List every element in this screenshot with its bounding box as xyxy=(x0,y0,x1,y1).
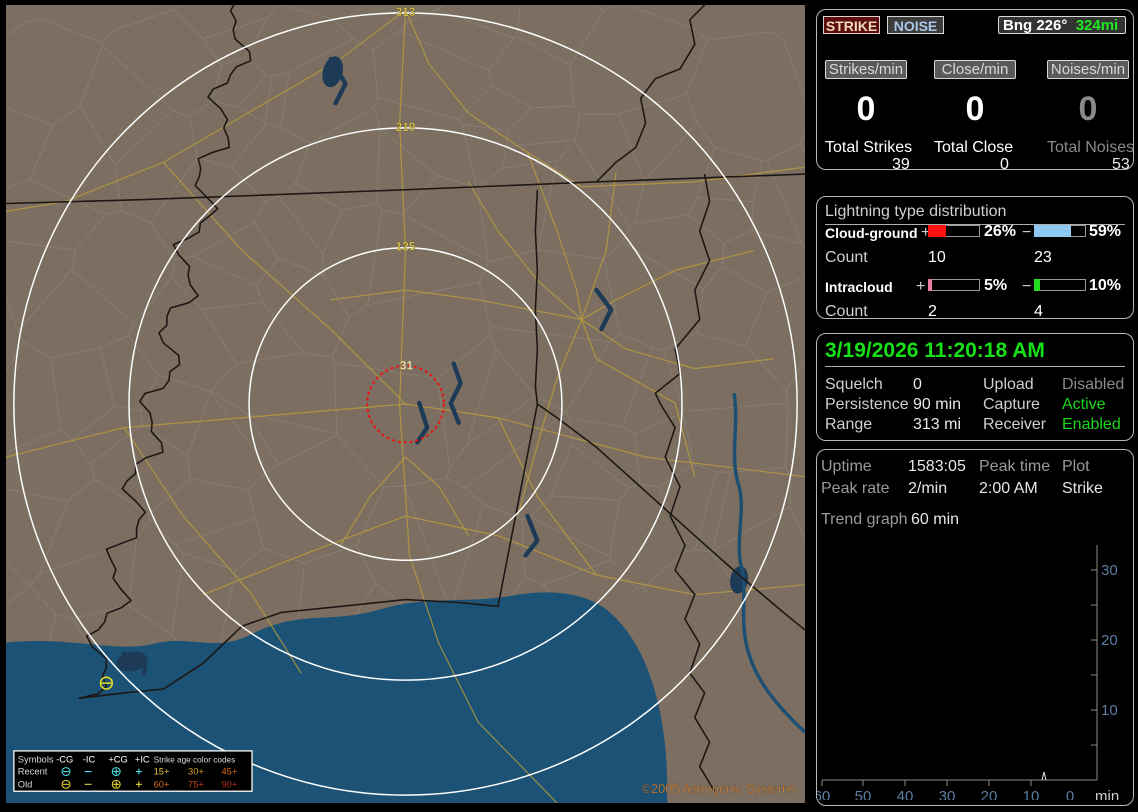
svg-text:Recent: Recent xyxy=(18,767,48,777)
svg-text:30: 30 xyxy=(939,788,956,800)
svg-text:30: 30 xyxy=(1101,562,1118,579)
svg-text:50: 50 xyxy=(855,788,872,800)
svg-text:Old: Old xyxy=(18,779,33,789)
svg-text:-CG: -CG xyxy=(56,755,73,765)
svg-text:20: 20 xyxy=(981,788,998,800)
svg-text:Strike age color codes: Strike age color codes xyxy=(154,756,236,765)
svg-text:Symbols: Symbols xyxy=(18,755,54,765)
svg-text:+IC: +IC xyxy=(135,755,150,765)
svg-text:90+: 90+ xyxy=(221,779,237,789)
svg-text:45+: 45+ xyxy=(221,767,237,777)
svg-text:313: 313 xyxy=(396,5,416,19)
svg-text:-IC: -IC xyxy=(83,755,96,765)
svg-text:+CG: +CG xyxy=(108,755,127,765)
svg-text:75+: 75+ xyxy=(188,779,204,789)
svg-text:10: 10 xyxy=(1101,702,1118,719)
svg-text:40: 40 xyxy=(897,788,914,800)
svg-text:60+: 60+ xyxy=(154,779,170,789)
svg-text:125: 125 xyxy=(396,240,416,254)
svg-text:30+: 30+ xyxy=(188,767,204,777)
svg-text:60: 60 xyxy=(817,788,830,800)
svg-text:10: 10 xyxy=(1023,788,1040,800)
svg-text:15+: 15+ xyxy=(154,767,170,777)
svg-text:©2005 Astrogenic Systems: ©2005 Astrogenic Systems xyxy=(642,781,796,796)
svg-text:20: 20 xyxy=(1101,632,1118,649)
svg-text:219: 219 xyxy=(396,120,416,134)
svg-text:min: min xyxy=(1095,788,1119,800)
svg-text:0: 0 xyxy=(1066,788,1074,800)
svg-text:31: 31 xyxy=(400,359,414,373)
